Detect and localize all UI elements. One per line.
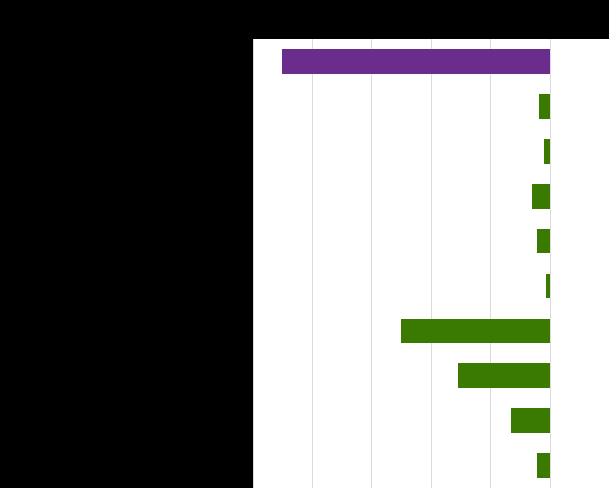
Bar (546, 274, 549, 298)
Bar (532, 184, 550, 208)
Bar (457, 364, 549, 388)
Bar (401, 319, 549, 343)
Bar (537, 229, 549, 253)
Bar (537, 453, 549, 478)
Bar (544, 139, 549, 163)
Bar (283, 49, 549, 74)
Bar (511, 408, 549, 433)
Bar (539, 94, 549, 119)
